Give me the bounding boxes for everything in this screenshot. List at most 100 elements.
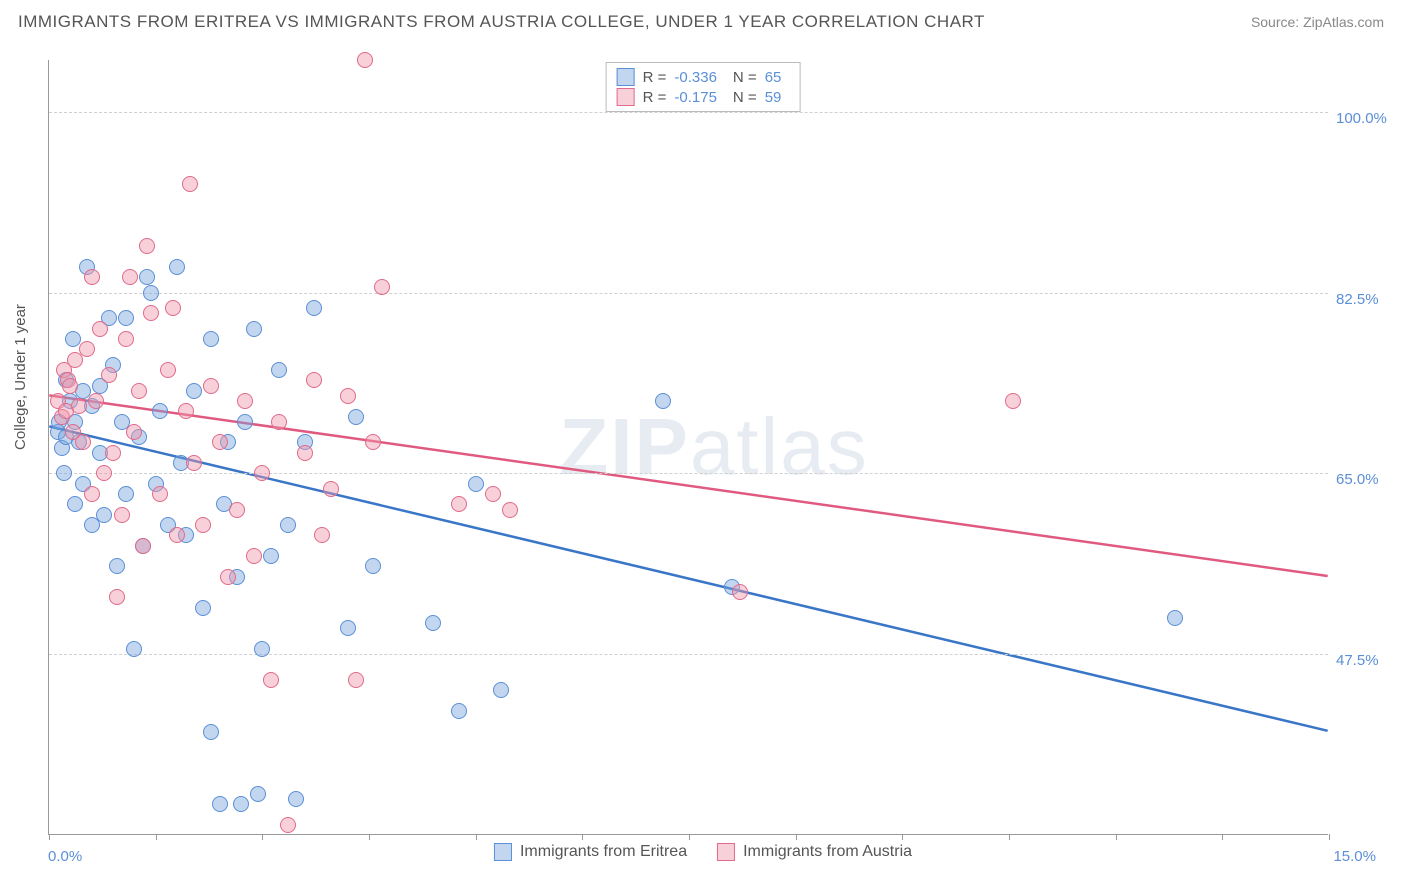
scatter-point — [96, 507, 112, 523]
scatter-point — [212, 434, 228, 450]
x-tick — [1116, 834, 1117, 840]
scatter-point — [96, 465, 112, 481]
scatter-point — [357, 52, 373, 68]
regression-lines — [49, 60, 1328, 834]
scatter-point — [186, 455, 202, 471]
scatter-point — [126, 424, 142, 440]
x-tick — [902, 834, 903, 840]
scatter-point — [195, 600, 211, 616]
legend-swatch — [617, 68, 635, 86]
legend-r-value: -0.175 — [674, 89, 717, 106]
scatter-point — [732, 584, 748, 600]
scatter-point — [280, 517, 296, 533]
scatter-point — [288, 791, 304, 807]
scatter-point — [271, 414, 287, 430]
scatter-point — [79, 341, 95, 357]
scatter-point — [152, 403, 168, 419]
legend-n-value: 65 — [765, 69, 782, 86]
scatter-point — [118, 486, 134, 502]
scatter-point — [314, 527, 330, 543]
scatter-point — [92, 321, 108, 337]
scatter-point — [655, 393, 671, 409]
legend-r-label: R = — [643, 69, 667, 86]
scatter-point — [126, 641, 142, 657]
scatter-point — [195, 517, 211, 533]
scatter-point — [250, 786, 266, 802]
y-axis-title: College, Under 1 year — [12, 304, 29, 450]
x-tick — [476, 834, 477, 840]
x-axis-max-label: 15.0% — [1333, 848, 1376, 865]
scatter-point — [485, 486, 501, 502]
scatter-point — [105, 445, 121, 461]
scatter-point — [263, 672, 279, 688]
scatter-point — [451, 496, 467, 512]
series-legend-label: Immigrants from Austria — [743, 843, 912, 861]
scatter-point — [139, 238, 155, 254]
scatter-point — [493, 682, 509, 698]
scatter-point — [233, 796, 249, 812]
scatter-point — [365, 434, 381, 450]
gridline — [49, 473, 1328, 474]
scatter-point — [101, 367, 117, 383]
x-tick — [1222, 834, 1223, 840]
y-tick-label: 47.5% — [1336, 652, 1392, 669]
legend-n-value: 59 — [765, 89, 782, 106]
gridline — [49, 654, 1328, 655]
scatter-point — [203, 724, 219, 740]
correlation-legend-row: R =-0.175N =59 — [617, 87, 790, 107]
watermark-light: atlas — [690, 402, 869, 491]
watermark-bold: ZIP — [559, 402, 689, 491]
scatter-point — [348, 409, 364, 425]
scatter-point — [56, 465, 72, 481]
scatter-point — [306, 300, 322, 316]
scatter-point — [169, 527, 185, 543]
scatter-point — [340, 388, 356, 404]
x-tick — [262, 834, 263, 840]
scatter-point — [118, 310, 134, 326]
legend-swatch — [617, 88, 635, 106]
legend-n-label: N = — [733, 69, 757, 86]
y-tick-label: 100.0% — [1336, 110, 1392, 127]
scatter-point — [152, 486, 168, 502]
x-tick — [156, 834, 157, 840]
scatter-point — [122, 269, 138, 285]
correlation-legend-row: R =-0.336N =65 — [617, 67, 790, 87]
scatter-point — [297, 445, 313, 461]
scatter-point — [254, 641, 270, 657]
x-tick — [1009, 834, 1010, 840]
scatter-point — [263, 548, 279, 564]
scatter-point — [131, 383, 147, 399]
x-tick — [582, 834, 583, 840]
scatter-point — [203, 331, 219, 347]
scatter-point — [246, 321, 262, 337]
scatter-point — [186, 383, 202, 399]
scatter-point — [178, 403, 194, 419]
scatter-point — [237, 414, 253, 430]
y-tick-label: 82.5% — [1336, 291, 1392, 308]
series-legend-item: Immigrants from Austria — [717, 843, 912, 861]
legend-swatch — [494, 843, 512, 861]
scatter-point — [118, 331, 134, 347]
scatter-point — [62, 378, 78, 394]
scatter-point — [246, 548, 262, 564]
scatter-point — [280, 817, 296, 833]
scatter-point — [220, 569, 236, 585]
chart-title: IMMIGRANTS FROM ERITREA VS IMMIGRANTS FR… — [18, 12, 985, 32]
y-tick-label: 65.0% — [1336, 471, 1392, 488]
scatter-point — [84, 486, 100, 502]
scatter-point — [71, 398, 87, 414]
scatter-point — [109, 558, 125, 574]
scatter-point — [165, 300, 181, 316]
scatter-point — [451, 703, 467, 719]
legend-swatch — [717, 843, 735, 861]
series-legend-label: Immigrants from Eritrea — [520, 843, 687, 861]
scatter-point — [182, 176, 198, 192]
x-tick — [796, 834, 797, 840]
scatter-point — [88, 393, 104, 409]
scatter-point — [306, 372, 322, 388]
scatter-point — [135, 538, 151, 554]
watermark: ZIPatlas — [559, 401, 868, 493]
scatter-point — [348, 672, 364, 688]
scatter-point — [212, 796, 228, 812]
scatter-point — [365, 558, 381, 574]
